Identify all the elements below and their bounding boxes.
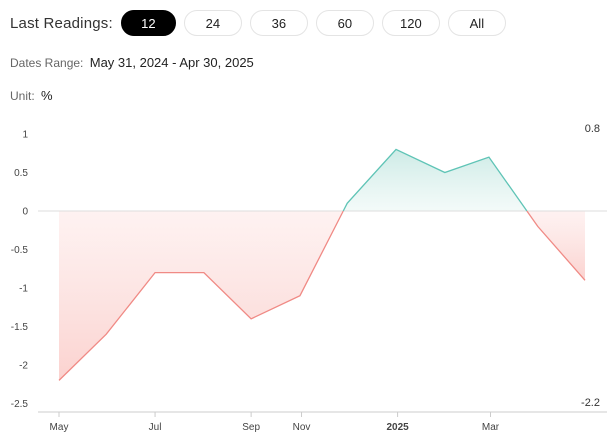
readings-option-120[interactable]: 120 [381, 10, 440, 36]
y-tick-label: -1 [19, 284, 28, 295]
readings-option-60[interactable]: 60 [315, 10, 374, 36]
area-fills [59, 149, 585, 381]
y-axis-ticks: 1 0.5 0 -0.5 -1 -1.5 -2 -2.5 [11, 130, 29, 411]
y-tick-label: -2.5 [11, 399, 29, 410]
readings-options: 12 24 36 60 120 All [120, 10, 514, 36]
last-readings-label: Last Readings: [10, 14, 113, 32]
x-tick-label: 2025 [386, 422, 409, 433]
readings-option-all[interactable]: All [447, 10, 506, 36]
x-tick-label: Jul [149, 422, 162, 433]
negative-series-line [526, 210, 586, 281]
dates-range-label: Dates Range: [10, 56, 84, 70]
y-tick-label: 1 [22, 130, 28, 141]
range-labels: 0.8 -2.2 [581, 123, 600, 409]
area-chart: 10.50-0.5-1-1.5-2-2.5 May Jul Sep Nov 2025 Ma… [11, 123, 607, 433]
x-axis: May Jul Sep Nov 2025 Mar [38, 411, 607, 433]
min-value-label: -2.2 [581, 397, 600, 409]
positive-area-fill [343, 149, 527, 211]
readings-option-12[interactable]: 12 [120, 10, 176, 36]
negative-area-fill [59, 211, 344, 381]
x-tick-label: Mar [482, 422, 500, 433]
readings-option-36[interactable]: 36 [249, 10, 308, 36]
dates-range-value: May 31, 2024 - Apr 30, 2025 [89, 55, 254, 70]
y-tick-label: -2 [19, 361, 28, 372]
max-value-label: 0.8 [585, 123, 600, 135]
unit-row: Unit: % [10, 88, 53, 103]
unit-label: Unit: [10, 89, 35, 103]
x-tick-label: May [50, 422, 69, 433]
last-readings-bar: Last Readings: 12 24 36 60 120 All [10, 10, 514, 36]
dates-range: Dates Range: May 31, 2024 - Apr 30, 2025 [10, 55, 254, 70]
y-tick-label: 0.5 [14, 168, 28, 179]
unit-value: % [41, 88, 53, 103]
series-lines [58, 148, 586, 381]
readings-option-24[interactable]: 24 [183, 10, 242, 36]
y-tick-label: -0.5 [11, 245, 29, 256]
x-tick-label: Nov [293, 422, 311, 433]
y-tick-label: 0 [22, 207, 28, 218]
negative-series-line [58, 210, 344, 381]
positive-series-line [342, 148, 528, 212]
y-tick-label: -1.5 [11, 322, 29, 333]
x-tick-label: Sep [242, 422, 260, 433]
